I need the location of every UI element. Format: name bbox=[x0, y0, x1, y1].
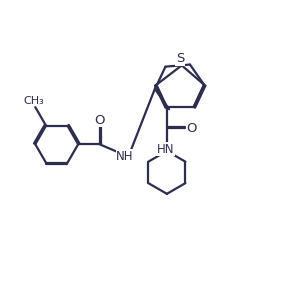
Text: O: O bbox=[94, 114, 105, 127]
Text: HN: HN bbox=[157, 143, 174, 155]
Text: O: O bbox=[186, 122, 197, 135]
Text: CH₃: CH₃ bbox=[23, 96, 44, 106]
Text: NH: NH bbox=[116, 150, 134, 163]
Text: S: S bbox=[176, 52, 185, 65]
